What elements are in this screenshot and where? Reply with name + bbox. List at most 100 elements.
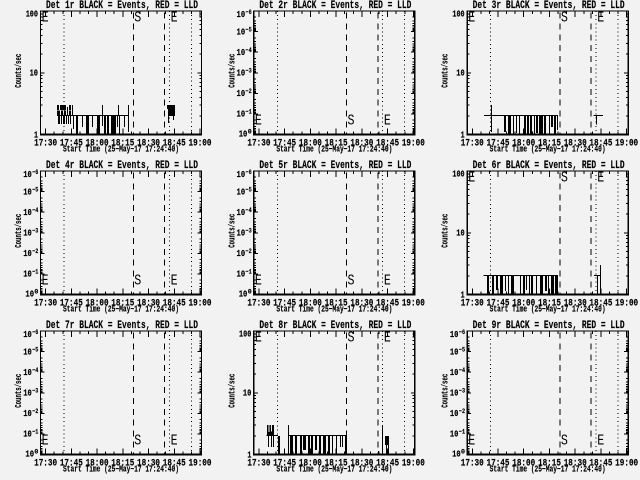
svg-text:10: 10 [23, 249, 32, 259]
svg-text:10: 10 [237, 27, 246, 37]
svg-text:17:45: 17:45 [273, 299, 296, 310]
svg-text:−2: −2 [32, 408, 38, 415]
svg-text:10: 10 [237, 208, 246, 218]
svg-text:E: E [42, 10, 49, 27]
svg-text:Start Time (25−May−17 17:24:40: Start Time (25−May−17 17:24:40) [63, 144, 179, 154]
svg-text:−3: −3 [32, 388, 38, 395]
svg-text:E: E [384, 112, 391, 129]
svg-text:10: 10 [456, 229, 464, 239]
svg-text:−4: −4 [459, 367, 465, 374]
svg-text:18:15: 18:15 [111, 459, 134, 470]
svg-text:10: 10 [23, 347, 32, 357]
svg-text:18:45: 18:45 [376, 459, 399, 470]
svg-text:E: E [42, 432, 49, 449]
svg-text:S: S [134, 272, 141, 289]
svg-text:Det 1r BLACK = Events, RED = L: Det 1r BLACK = Events, RED = LLD [46, 0, 198, 12]
svg-text:18:30: 18:30 [350, 139, 373, 150]
svg-text:Start Time (25−May−17 17:24:40: Start Time (25−May−17 17:24:40) [490, 304, 606, 314]
svg-text:18:15: 18:15 [325, 139, 348, 150]
svg-text:Counts/sec: Counts/sec [440, 373, 451, 407]
svg-text:18:30: 18:30 [564, 299, 587, 310]
svg-text:1: 1 [34, 130, 38, 140]
svg-text:100: 100 [239, 330, 251, 340]
svg-text:S: S [134, 432, 141, 449]
svg-text:−5: −5 [32, 186, 38, 193]
svg-text:S: S [348, 272, 355, 289]
svg-text:18:00: 18:00 [299, 299, 322, 310]
svg-text:17:30: 17:30 [461, 299, 484, 310]
svg-text:Det 9r BLACK = Events, RED = L: Det 9r BLACK = Events, RED = LLD [473, 320, 625, 332]
svg-text:17:45: 17:45 [60, 139, 83, 150]
svg-text:100: 100 [26, 10, 38, 20]
svg-text:E: E [597, 170, 604, 187]
svg-text:Start Time (25−May−17 17:24:40: Start Time (25−May−17 17:24:40) [276, 304, 392, 314]
svg-text:S: S [348, 330, 355, 347]
svg-text:18:00: 18:00 [86, 139, 109, 150]
svg-text:−3: −3 [32, 228, 38, 235]
svg-text:S: S [561, 432, 568, 449]
svg-text:10: 10 [452, 449, 461, 459]
svg-text:10: 10 [237, 270, 246, 280]
svg-text:E: E [255, 272, 262, 289]
svg-text:10: 10 [239, 129, 248, 139]
svg-text:−5: −5 [459, 346, 465, 353]
svg-text:−5: −5 [32, 346, 38, 353]
svg-text:19:00: 19:00 [402, 459, 425, 470]
svg-text:18:00: 18:00 [512, 299, 535, 310]
svg-text:18:15: 18:15 [538, 299, 561, 310]
svg-text:E: E [42, 272, 49, 289]
svg-text:−3: −3 [459, 388, 465, 395]
svg-text:−2: −2 [32, 248, 38, 255]
svg-text:0: 0 [248, 288, 252, 295]
svg-text:10: 10 [23, 170, 32, 180]
svg-text:S: S [561, 170, 568, 187]
svg-text:0: 0 [34, 288, 38, 295]
svg-text:−6: −6 [32, 329, 38, 336]
svg-text:Start Time (25−May−17 17:24:40: Start Time (25−May−17 17:24:40) [490, 464, 606, 474]
svg-text:−6: −6 [246, 169, 252, 176]
svg-text:Det 8r BLACK = Events, RED = L: Det 8r BLACK = Events, RED = LLD [259, 320, 411, 332]
svg-text:19:00: 19:00 [615, 459, 638, 470]
svg-text:1: 1 [247, 450, 251, 460]
svg-text:17:30: 17:30 [247, 139, 270, 150]
svg-text:E: E [171, 272, 178, 289]
svg-text:−1: −1 [246, 269, 252, 276]
svg-text:Det 3r BLACK = Events, RED = L: Det 3r BLACK = Events, RED = LLD [473, 0, 625, 12]
svg-text:Counts/sec: Counts/sec [226, 373, 237, 407]
svg-text:Counts/sec: Counts/sec [13, 373, 24, 407]
svg-text:E: E [255, 112, 262, 129]
svg-text:−3: −3 [246, 68, 252, 75]
svg-text:18:00: 18:00 [299, 139, 322, 150]
svg-text:−5: −5 [246, 26, 252, 33]
svg-text:10: 10 [237, 89, 246, 99]
svg-text:17:30: 17:30 [34, 299, 57, 310]
svg-text:10: 10 [30, 69, 38, 79]
svg-text:10: 10 [450, 409, 459, 419]
svg-text:18:00: 18:00 [86, 459, 109, 470]
svg-text:18:30: 18:30 [137, 139, 160, 150]
svg-text:10: 10 [23, 430, 32, 440]
svg-text:−2: −2 [459, 408, 465, 415]
svg-text:Counts/sec: Counts/sec [13, 53, 24, 87]
svg-text:10: 10 [456, 69, 464, 79]
svg-text:E: E [468, 170, 475, 187]
svg-text:0: 0 [461, 448, 465, 455]
svg-text:17:30: 17:30 [247, 459, 270, 470]
svg-text:Counts/sec: Counts/sec [440, 213, 451, 247]
svg-text:E: E [171, 10, 178, 27]
svg-text:10: 10 [237, 10, 246, 20]
svg-text:10: 10 [239, 289, 248, 299]
svg-text:E: E [597, 10, 604, 27]
svg-text:18:15: 18:15 [111, 299, 134, 310]
svg-text:−4: −4 [32, 367, 38, 374]
svg-text:10: 10 [23, 270, 32, 280]
svg-text:10: 10 [450, 347, 459, 357]
svg-text:Start Time (25−May−17 17:24:40: Start Time (25−May−17 17:24:40) [490, 144, 606, 154]
svg-text:10: 10 [23, 330, 32, 340]
svg-text:17:45: 17:45 [487, 459, 510, 470]
svg-text:S: S [348, 112, 355, 129]
svg-text:10: 10 [450, 368, 459, 378]
svg-text:18:45: 18:45 [589, 459, 612, 470]
svg-text:−4: −4 [246, 207, 252, 214]
svg-text:0: 0 [34, 448, 38, 455]
